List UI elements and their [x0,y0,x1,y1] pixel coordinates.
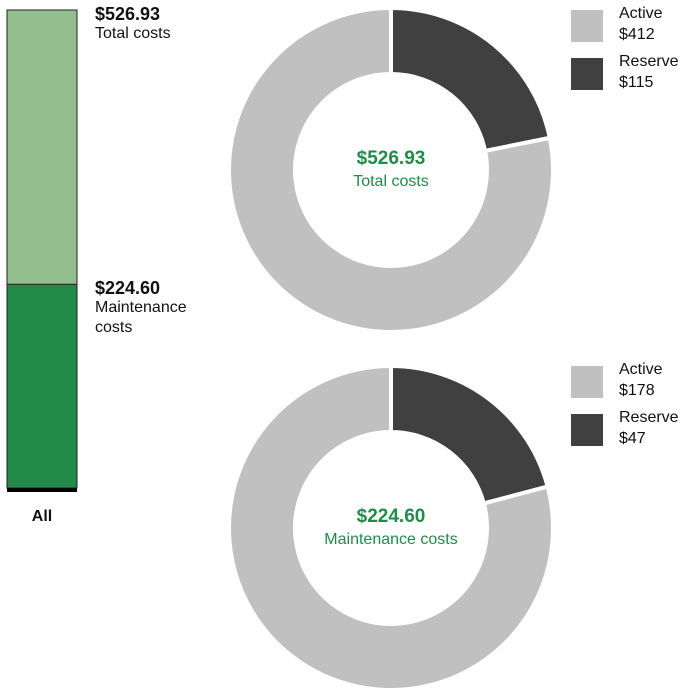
center-value: $224.60 [357,506,426,527]
donut-slice [227,363,555,692]
legend-swatch [571,10,603,42]
bar [6,283,78,489]
legend-label: Reserve [619,409,679,426]
legend-value: $178 [619,382,655,399]
center-value: $526.93 [357,148,426,169]
donut-slice [227,5,555,334]
value-label: $224.60 [95,278,161,299]
legend-label: Reserve [619,53,679,70]
legend-swatch [571,414,603,446]
series-name: Total costs [95,25,171,42]
legend-label: Active [619,361,663,378]
donut-slice [389,5,553,154]
value-label: $526.93 [95,4,161,24]
legend-value: $412 [619,26,655,43]
legend-swatch [571,58,603,90]
x-tick-label: All [32,508,52,525]
legend-swatch [571,366,603,398]
legend-value: $47 [619,430,646,447]
baseline [7,488,77,492]
series-name: Maintenance costs [95,299,187,337]
donut-slice [389,363,551,506]
bar-label: $224.60 Maintenance costs [95,278,215,338]
center-label: Total costs [353,173,429,190]
center-label: Maintenance costs [324,531,457,548]
bar-label: $526.93 Total costs [95,4,215,44]
legend-value: $115 [619,74,654,91]
legend-label: Active [619,5,663,22]
